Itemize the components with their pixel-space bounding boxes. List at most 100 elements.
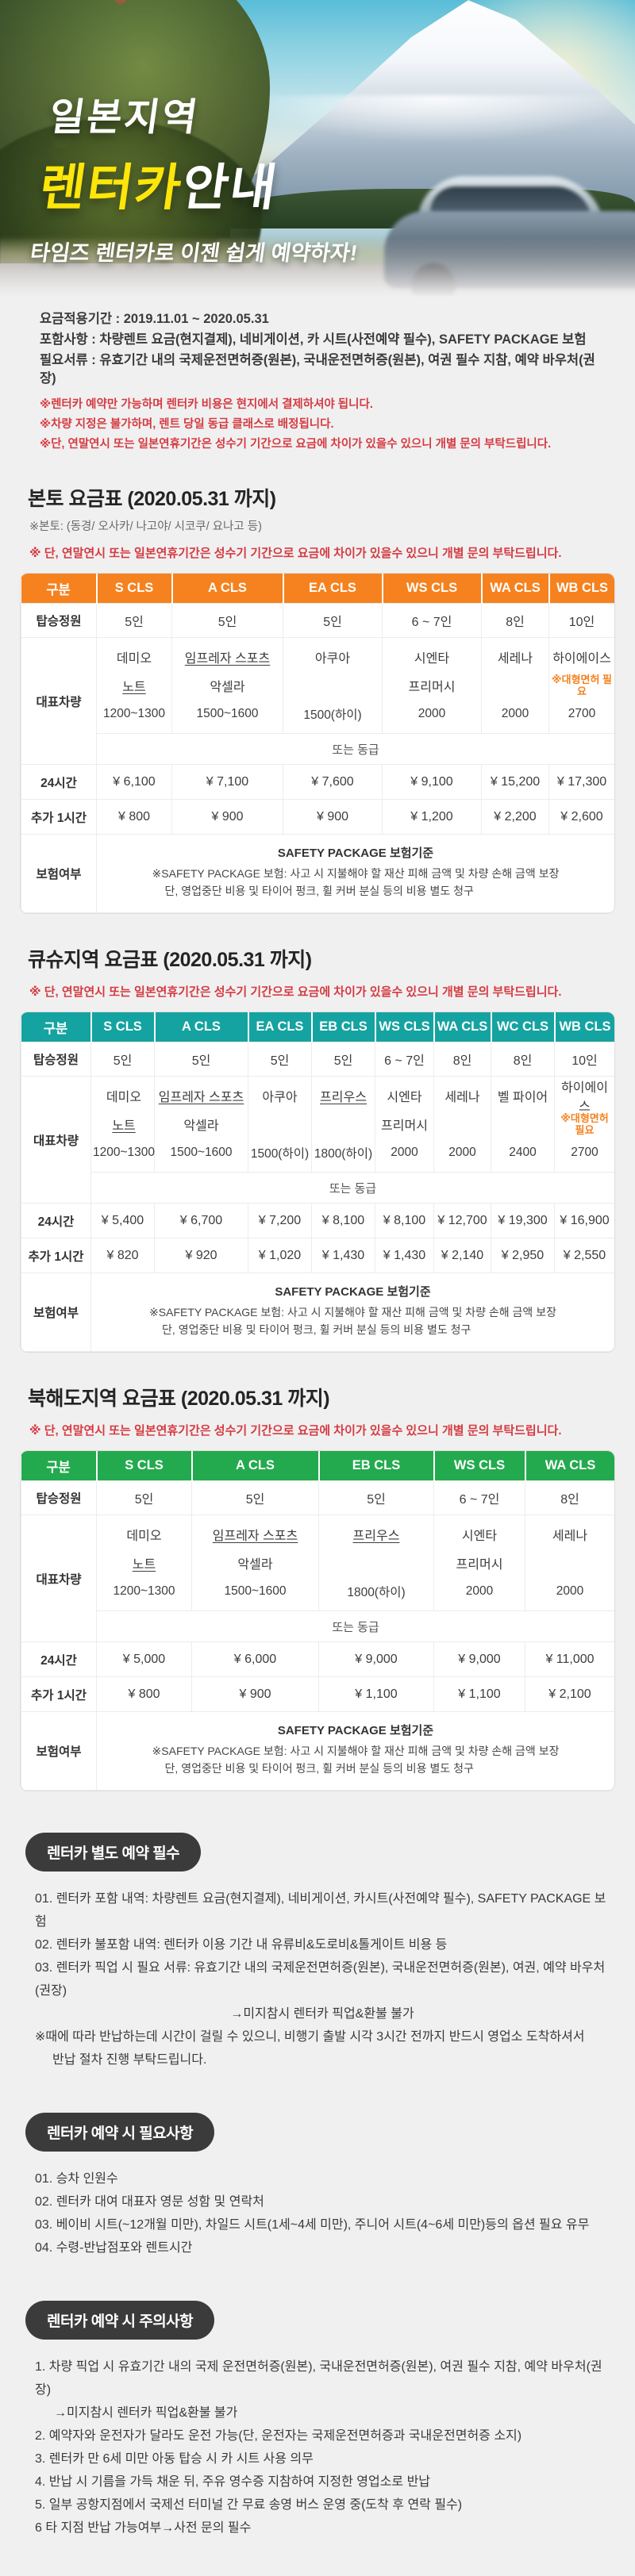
insurance-row: 보험여부 SAFETY PACKAGE 보험기준 ※SAFETY PACKAGE… <box>21 1711 614 1791</box>
notice-item: 1. 차량 픽업 시 유효기간 내의 국제 운전면허증(원본), 국내운전면허증… <box>35 2360 602 2397</box>
car-name: 프리우스 <box>320 1091 367 1104</box>
capacity-row: 탑승정원 5인 5인 5인 5인 6 ~ 7인 8인 8인 10인 <box>21 1042 614 1077</box>
capacity-cell: 10인 <box>554 1042 614 1077</box>
price-extra-cell: ¥ 2,550 <box>554 1238 614 1273</box>
price-24h-row: 24시간 ¥ 5,400 ¥ 6,700 ¥ 7,200 ¥ 8,100 ¥ 8… <box>21 1203 614 1238</box>
notice-item: 01. 렌터카 포함 내역: 차량렌트 요금(현지결제), 네비게이션, 카시트… <box>35 1892 606 1929</box>
price-24h-cell: ¥ 17,300 <box>548 764 614 800</box>
car-cell: 임프레자 스포츠 악셀라 1500~1600 <box>191 1515 319 1611</box>
price-24h-cell: ¥ 5,400 <box>90 1203 155 1238</box>
car-name: 세레나 <box>497 652 533 666</box>
car-name: 프리머시 <box>381 1119 428 1133</box>
car-cell: 세레나 2000 <box>433 1076 491 1173</box>
insurance-title: SAFETY PACKAGE 보험기준 <box>275 1285 431 1299</box>
col-header: WB CLS <box>553 1012 614 1042</box>
insurance-row: 보험여부 SAFETY PACKAGE 보험기준 ※SAFETY PACKAGE… <box>21 1273 614 1352</box>
section-hokkaido: 북해도지역 요금표 (2020.05.31 까지) ※ 단, 연말연시 또는 일… <box>0 1383 635 1791</box>
row-label: 대표차량 <box>21 637 97 765</box>
col-header: EB CLS <box>310 1012 375 1042</box>
section-title: 본토 요금표 (2020.05.31 까지) <box>28 488 276 510</box>
car-name: 아쿠아 <box>262 1091 298 1104</box>
col-header: WS CLS <box>374 1012 434 1042</box>
notice-item: 02. 렌터카 불포함 내역: 렌터카 이용 기간 내 유류비&도로비&톨게이트… <box>35 1938 448 1952</box>
insurance-cell: SAFETY PACKAGE 보험기준 ※SAFETY PACKAGE 보험: … <box>96 1711 614 1791</box>
car-name: 세레나 <box>552 1530 588 1543</box>
price-extra-cell: ¥ 2,950 <box>491 1238 555 1273</box>
capacity-cell: 8인 <box>525 1480 614 1515</box>
notice-item: →미지참시 렌터카 픽업&환불 불가 <box>230 2007 414 2021</box>
season-note: ※ 단, 연말연시 또는 일본연휴기간은 성수기 기간으로 요금에 차이가 있을… <box>29 547 562 560</box>
car-name: 노트 <box>132 1558 156 1572</box>
capacity-cell: 5인 <box>90 1042 155 1077</box>
price-extra-row: 추가 1시간 ¥ 800 ¥ 900 ¥ 1,100 ¥ 1,100 ¥ 2,1… <box>21 1676 614 1712</box>
car-cell: 시엔타 프리머시 2000 <box>382 637 482 734</box>
car-displacement: 2000 <box>418 707 446 720</box>
car-displacement: 1200~1300 <box>102 707 165 720</box>
col-header: WB CLS <box>548 574 614 604</box>
car-name: 악셀라 <box>237 1558 273 1572</box>
section-title: 큐슈지역 요금표 (2020.05.31 까지) <box>28 949 312 971</box>
row-label: 추가 1시간 <box>21 1238 91 1273</box>
equivalent-row: 또는 동급 <box>21 1172 614 1204</box>
notice-cautions: 렌터카 예약 시 주의사항 1. 차량 픽업 시 유효기간 내의 국제 운전면허… <box>0 2301 635 2540</box>
notice-item: 02. 렌터카 대여 대표자 영문 성함 및 연락처 <box>35 2195 264 2209</box>
capacity-cell: 5인 <box>283 603 383 638</box>
capacity-cell: 5인 <box>318 1480 434 1515</box>
price-24h-cell: ¥ 9,000 <box>318 1641 434 1677</box>
car-displacement: 1800(하이) <box>347 1586 406 1599</box>
section-title: 북해도지역 요금표 (2020.05.31 까지) <box>28 1388 330 1410</box>
car-name: 노트 <box>112 1119 136 1133</box>
car-cell: 세레나 2000 <box>525 1515 614 1611</box>
car-cell: 시엔타 프리머시 2000 <box>375 1076 434 1173</box>
car-displacement: 2000 <box>391 1146 418 1159</box>
capacity-cell: 5인 <box>154 1042 248 1077</box>
hero-title-line1: 일본지역 <box>46 97 202 139</box>
price-24h-cell: ¥ 8,100 <box>311 1203 375 1238</box>
car-displacement: 1200~1300 <box>113 1584 175 1598</box>
hero-title-block: 일본지역 렌터카안내 타임즈 렌터카로 이젠 쉽게 예약하자! <box>29 86 381 267</box>
car-name: 데미오 <box>126 1530 162 1543</box>
hero-title-line2: 렌터카안내 <box>35 148 371 220</box>
price-extra-cell: ¥ 800 <box>96 1676 192 1712</box>
car-cell: 데미오 노트 1200~1300 <box>90 1076 156 1173</box>
row-label: 24시간 <box>21 1203 91 1238</box>
col-header: WS CLS <box>381 574 482 604</box>
intro-line: 요금적용기간 : 2019.11.01 ~ 2020.05.31 <box>40 312 269 326</box>
intro-warning: ※렌터카 예약만 가능하며 렌터카 비용은 현지에서 결제하셔야 됩니다. <box>40 398 373 411</box>
row-label: 탑승정원 <box>21 603 97 638</box>
price-extra-cell: ¥ 900 <box>191 1676 319 1712</box>
notice-item: →미지참시 렌터카 픽업&환불 불가 <box>54 2406 238 2420</box>
car-name: 하이에이스 <box>552 652 611 666</box>
license-note: ※대형면허 필요 <box>551 674 613 697</box>
notice-item: 03. 렌터카 픽업 시 필요 서류: 유효기간 내의 국제운전면허증(원본),… <box>35 1961 606 1998</box>
notice-item: 4. 반납 시 기름을 가득 채운 뒤, 주유 영수증 지참하여 지정한 영업소… <box>35 2475 431 2489</box>
price-24h-cell: ¥ 8,100 <box>375 1203 434 1238</box>
intro-block: 요금적용기간 : 2019.11.01 ~ 2020.05.31 포함사항 : … <box>0 305 635 453</box>
car-displacement: 2000 <box>448 1146 476 1159</box>
car-name: 세레나 <box>444 1091 480 1104</box>
notice-item: 01. 승차 인원수 <box>35 2172 118 2186</box>
notice-item: ※때에 따라 반납하는데 시간이 걸릴 수 있으니, 비행기 출발 시각 3시간… <box>35 2030 585 2044</box>
row-label: 추가 1시간 <box>21 1676 97 1712</box>
insurance-line2: 단, 영업중단 비용 및 타이어 펑크, 휠 커버 분실 등의 비용 별도 청구 <box>164 885 474 897</box>
hero-subtitle: 타임즈 렌터카로 이젠 쉽게 예약하자! <box>29 241 360 265</box>
insurance-title: SAFETY PACKAGE 보험기준 <box>277 1724 434 1737</box>
capacity-cell: 5인 <box>171 603 283 638</box>
col-header: WA CLS <box>524 1451 614 1481</box>
col-header: EA CLS <box>247 1012 312 1042</box>
car-displacement: 2700 <box>568 707 596 720</box>
col-header: A CLS <box>190 1451 319 1481</box>
col-header: EB CLS <box>318 1451 434 1481</box>
price-extra-cell: ¥ 2,140 <box>433 1238 491 1273</box>
price-extra-cell: ¥ 2,200 <box>481 799 549 835</box>
car-cell: 하이에이스 ※대형면허 필요 2700 <box>554 1076 614 1173</box>
price-24h-cell: ¥ 5,000 <box>96 1641 192 1677</box>
car-name: 악셀라 <box>210 681 245 694</box>
car-displacement: 1200~1300 <box>93 1146 156 1159</box>
car-displacement: 1500~1600 <box>170 1146 233 1159</box>
capacity-cell: 6 ~ 7인 <box>382 603 482 638</box>
price-extra-cell: ¥ 920 <box>154 1238 248 1273</box>
capacity-row: 탑승정원 5인 5인 5인 6 ~ 7인 8인 10인 <box>21 603 614 638</box>
capacity-cell: 6 ~ 7인 <box>375 1042 434 1077</box>
